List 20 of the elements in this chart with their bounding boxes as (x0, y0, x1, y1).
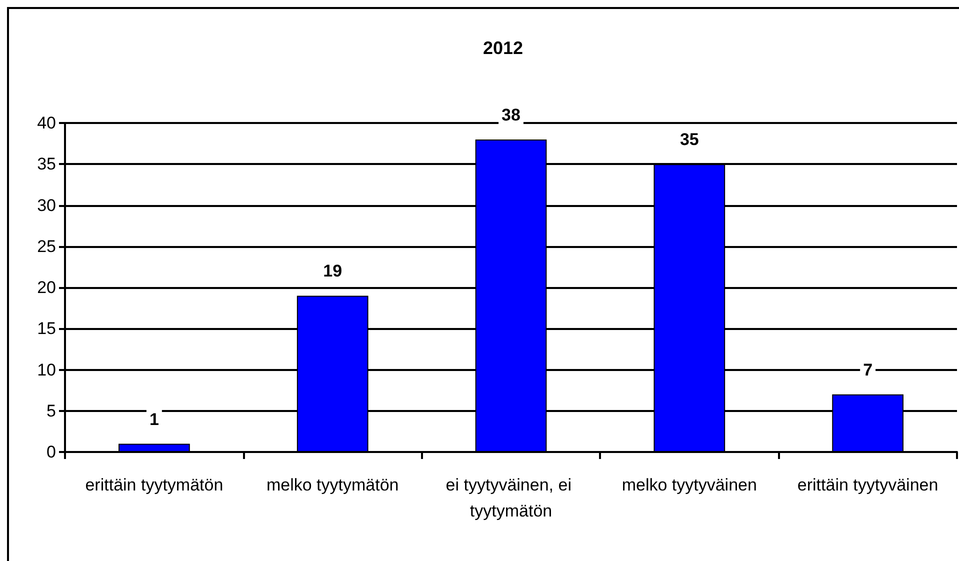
y-tick-label: 15 (37, 319, 56, 338)
y-tick-label: 40 (37, 114, 56, 132)
y-tick-label: 10 (37, 360, 56, 380)
x-tick-label: melko tyytyväinen (622, 476, 757, 494)
x-tick-label: melko tyytymätön (266, 476, 399, 494)
x-tick-label: erittäin tyytymätön (85, 476, 224, 494)
x-tick-label: erittäin tyytyväinen (797, 476, 938, 494)
y-tick-label: 5 (46, 401, 56, 420)
data-label: 38 (502, 105, 520, 124)
y-tick-label: 35 (37, 154, 56, 174)
data-label: 19 (323, 262, 342, 281)
y-tick-label: 25 (37, 236, 56, 256)
data-label: 1 (149, 410, 159, 429)
y-tick-label: 0 (46, 442, 56, 462)
y-tick-label: 20 (37, 278, 56, 297)
x-tick-label: ei tyytyväinen, ei tyytymätön (446, 476, 576, 520)
y-tick-label: 30 (37, 196, 56, 215)
data-label: 7 (863, 360, 873, 380)
chart-title: 2012 (482, 38, 524, 58)
data-label: 35 (680, 130, 699, 150)
